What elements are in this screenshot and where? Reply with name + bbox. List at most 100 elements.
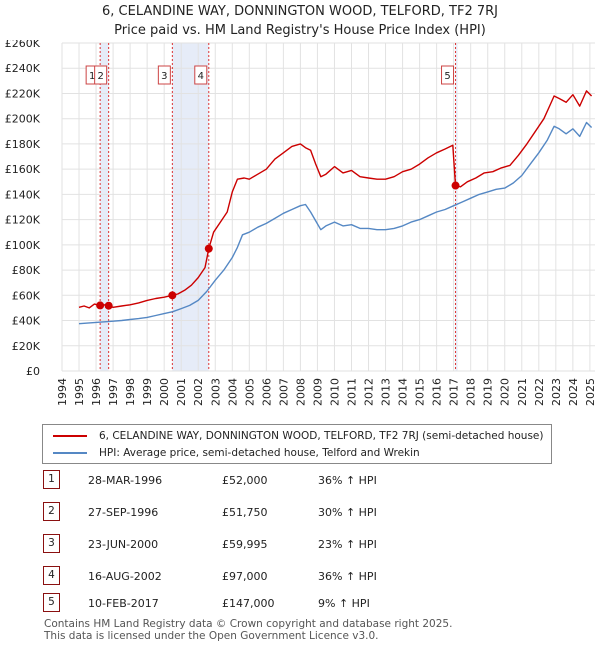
x-tick-label: 2023 <box>550 378 563 406</box>
legend-item-hpi: HPI: Average price, semi-detached house,… <box>53 445 420 461</box>
shaded-period-1 <box>100 43 109 371</box>
x-tick-label: 2016 <box>431 378 444 406</box>
sale-marker-label-4: 4 <box>198 71 204 82</box>
footer-line-2: This data is licensed under the Open Gov… <box>44 630 379 642</box>
x-tick-label: 1995 <box>73 378 86 406</box>
sale-price: £51,750 <box>222 506 268 519</box>
x-tick-label: 2004 <box>226 378 239 406</box>
x-tick-label: 2017 <box>448 378 461 406</box>
sale-date: 28-MAR-1996 <box>88 474 163 487</box>
sale-number: 5 <box>43 593 60 612</box>
sale-marker-label-2: 2 <box>97 71 103 82</box>
sale-marker-label-3: 3 <box>161 71 167 82</box>
x-tick-label: 1994 <box>56 378 69 406</box>
x-tick-label: 2003 <box>209 378 222 406</box>
x-tick-label: 2025 <box>584 378 597 406</box>
y-tick-label: £180K <box>5 138 41 151</box>
sale-point-4 <box>204 244 213 253</box>
sale-hpi-change: 23% ↑ HPI <box>318 538 377 551</box>
legend-red-line <box>53 435 87 437</box>
series-line-hpi <box>78 121 593 325</box>
sale-hpi-change: 36% ↑ HPI <box>318 474 377 487</box>
sale-hpi-change: 9% ↑ HPI <box>318 597 370 610</box>
x-tick-label: 2007 <box>277 378 290 406</box>
y-tick-label: £200K <box>5 113 41 126</box>
y-tick-label: £160K <box>5 163 41 176</box>
y-tick-label: £140K <box>5 188 41 201</box>
y-tick-label: £120K <box>5 214 41 227</box>
sale-marker-5: 5 <box>441 65 455 85</box>
title-line-2: Price paid vs. HM Land Registry's House … <box>114 23 486 38</box>
sale-point-2 <box>104 301 113 310</box>
table-row: 5 10-FEB-2017 £147,000 9% ↑ HPI <box>0 593 600 615</box>
table-row: 3 23-JUN-2000 £59,995 23% ↑ HPI <box>0 534 600 556</box>
shaded-period-2 <box>172 43 209 371</box>
sale-marker-2: 2 <box>94 65 108 85</box>
x-tick-label: 1997 <box>107 378 120 406</box>
legend-hpi-label: HPI: Average price, semi-detached house,… <box>99 447 420 459</box>
table-row: 1 28-MAR-1996 £52,000 36% ↑ HPI <box>0 470 600 492</box>
sale-price: £97,000 <box>222 570 268 583</box>
chart-title: 6, CELANDINE WAY, DONNINGTON WOOD, TELFO… <box>0 2 600 40</box>
x-tick-label: 2014 <box>397 378 410 406</box>
title-line-1: 6, CELANDINE WAY, DONNINGTON WOOD, TELFO… <box>102 4 498 19</box>
x-tick-label: 2011 <box>345 378 358 406</box>
y-tick-label: £60K <box>12 289 41 302</box>
x-tick-label: 1996 <box>90 378 103 406</box>
sale-number: 4 <box>43 566 60 585</box>
legend-item-property: 6, CELANDINE WAY, DONNINGTON WOOD, TELFO… <box>53 428 543 444</box>
y-tick-label: £240K <box>5 62 41 75</box>
sale-price: £59,995 <box>222 538 268 551</box>
x-tick-label: 2005 <box>243 378 256 406</box>
sale-price: £52,000 <box>222 474 268 487</box>
x-tick-label: 2001 <box>175 378 188 406</box>
sale-point-5 <box>451 181 460 190</box>
sale-date: 16-AUG-2002 <box>88 570 162 583</box>
sale-marker-box-3 <box>157 65 171 85</box>
legend: 6, CELANDINE WAY, DONNINGTON WOOD, TELFO… <box>42 424 552 464</box>
sale-date: 10-FEB-2017 <box>88 597 159 610</box>
shaded-period-3 <box>455 43 458 371</box>
y-tick-label: £260K <box>5 40 41 50</box>
x-tick-label: 2021 <box>516 378 529 406</box>
series-line-property <box>78 90 593 309</box>
y-tick-label: £220K <box>5 87 41 100</box>
sale-marker-box-5 <box>441 65 455 85</box>
x-tick-label: 1999 <box>141 378 154 406</box>
x-tick-label: 2006 <box>260 378 273 406</box>
sale-marker-label-5: 5 <box>444 71 450 82</box>
x-tick-label: 2018 <box>465 378 478 406</box>
sale-marker-label-1: 1 <box>89 71 95 82</box>
sale-number: 3 <box>43 534 60 553</box>
y-tick-label: £100K <box>5 239 41 252</box>
x-tick-label: 2022 <box>533 378 546 406</box>
x-tick-label: 2012 <box>363 378 376 406</box>
x-tick-label: 2010 <box>328 378 341 406</box>
sale-point-1 <box>96 301 105 310</box>
sale-marker-4: 4 <box>194 65 208 85</box>
sale-hpi-change: 30% ↑ HPI <box>318 506 377 519</box>
sale-marker-box-2 <box>94 65 108 85</box>
x-tick-label: 2009 <box>311 378 324 406</box>
x-tick-label: 2019 <box>482 378 495 406</box>
sale-date: 27-SEP-1996 <box>88 506 159 519</box>
sale-number: 2 <box>43 502 60 521</box>
footer: Contains HM Land Registry data © Crown c… <box>44 618 452 642</box>
y-tick-label: £20K <box>12 340 41 353</box>
x-tick-label: 2020 <box>499 378 512 406</box>
y-tick-label: £0 <box>26 365 40 378</box>
sale-marker-box-4 <box>194 65 208 85</box>
sale-number: 1 <box>43 470 60 489</box>
sale-point-3 <box>168 291 177 300</box>
x-tick-label: 2015 <box>414 378 427 406</box>
sale-hpi-change: 36% ↑ HPI <box>318 570 377 583</box>
sale-marker-3: 3 <box>157 65 171 85</box>
x-tick-label: 2000 <box>158 378 171 406</box>
sale-date: 23-JUN-2000 <box>88 538 159 551</box>
legend-blue-line <box>53 452 87 454</box>
table-row: 4 16-AUG-2002 £97,000 36% ↑ HPI <box>0 566 600 588</box>
footer-line-1: Contains HM Land Registry data © Crown c… <box>44 618 453 630</box>
x-tick-label: 2013 <box>380 378 393 406</box>
y-tick-label: £40K <box>12 315 41 328</box>
